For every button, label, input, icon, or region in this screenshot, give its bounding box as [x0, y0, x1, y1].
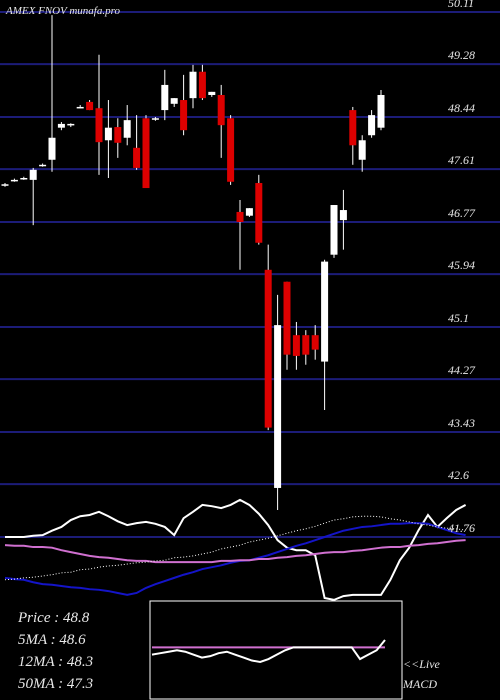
candle-body [104, 127, 112, 141]
y-tick-label: 45.1 [448, 311, 469, 325]
candle-body [123, 120, 131, 138]
candle-body [311, 335, 319, 350]
candle-body [76, 106, 84, 109]
candles [1, 15, 385, 510]
candle-body [358, 140, 366, 160]
info-line: 50MA : 47.3 [18, 676, 93, 692]
macd-label: <<Live [403, 657, 441, 671]
y-tick-label: 42.6 [448, 468, 469, 482]
candle-body [142, 118, 150, 189]
candle-body [114, 127, 122, 143]
candle-body [368, 115, 376, 136]
candle-body [264, 269, 272, 428]
indicator-line [4, 539, 466, 564]
tick-labels: 41.76 42.6 43.43 44.27 45.1 45.94 46.77 47.61 48… [448, 0, 476, 535]
y-tick-label: 48.44 [448, 101, 475, 115]
candle-body [170, 98, 178, 104]
candle-body [330, 205, 338, 255]
indicator-lines [4, 498, 467, 601]
candle-body [151, 118, 159, 120]
candle-body [217, 94, 225, 126]
y-tick-label: 46.77 [448, 206, 476, 220]
macd-panel [149, 600, 403, 700]
candle-body [133, 147, 141, 168]
chart-title: AMEX FNOV munafa.pro [5, 5, 120, 17]
grid [0, 11, 500, 538]
candle-body [189, 71, 197, 99]
info-line: 5MA : 48.6 [18, 632, 86, 648]
candle-body [20, 177, 28, 180]
candle-body [227, 118, 235, 182]
candle-body [274, 325, 282, 488]
candle-body [377, 94, 385, 128]
candle-body [86, 101, 94, 111]
candle-body [349, 110, 357, 146]
y-tick-label: 47.61 [448, 153, 475, 167]
candle-body [292, 335, 300, 356]
candle-body [236, 211, 244, 222]
indicator-line [4, 515, 466, 581]
candle-body [180, 100, 188, 131]
macd-line [151, 639, 386, 664]
y-tick-label: 44.27 [448, 363, 476, 377]
candle-body [10, 179, 18, 182]
candle-body [245, 208, 253, 216]
candle-body [198, 71, 206, 99]
indicator-line [5, 498, 467, 601]
candle-body [48, 137, 56, 160]
candle-body [67, 123, 75, 126]
y-tick-label: 50.11 [448, 0, 474, 10]
candle-body [161, 84, 169, 111]
macd-lines [151, 639, 386, 664]
y-tick-label: 49.28 [448, 48, 475, 62]
candle-body [339, 210, 347, 221]
candle-body [208, 91, 216, 95]
y-tick-label: 43.43 [448, 416, 475, 430]
candle-body [283, 281, 291, 355]
candle-body [95, 108, 103, 143]
info: Price : 48.8 5MA : 48.6 12MA : 48.3 50MA : … [17, 610, 93, 692]
info-line: Price : 48.8 [17, 610, 90, 626]
candle-body [321, 261, 329, 362]
info-line: 12MA : 48.3 [18, 654, 93, 670]
candle-body [302, 335, 310, 355]
candle-body [57, 123, 65, 128]
candle-body [29, 169, 37, 180]
y-tick-label: 41.76 [448, 521, 475, 535]
macd-label: MACD [402, 677, 437, 691]
candle-body [255, 183, 263, 243]
candle-body [1, 184, 9, 186]
y-tick-label: 45.94 [448, 258, 475, 272]
candle-body [39, 164, 47, 167]
indicator-line [4, 522, 466, 596]
